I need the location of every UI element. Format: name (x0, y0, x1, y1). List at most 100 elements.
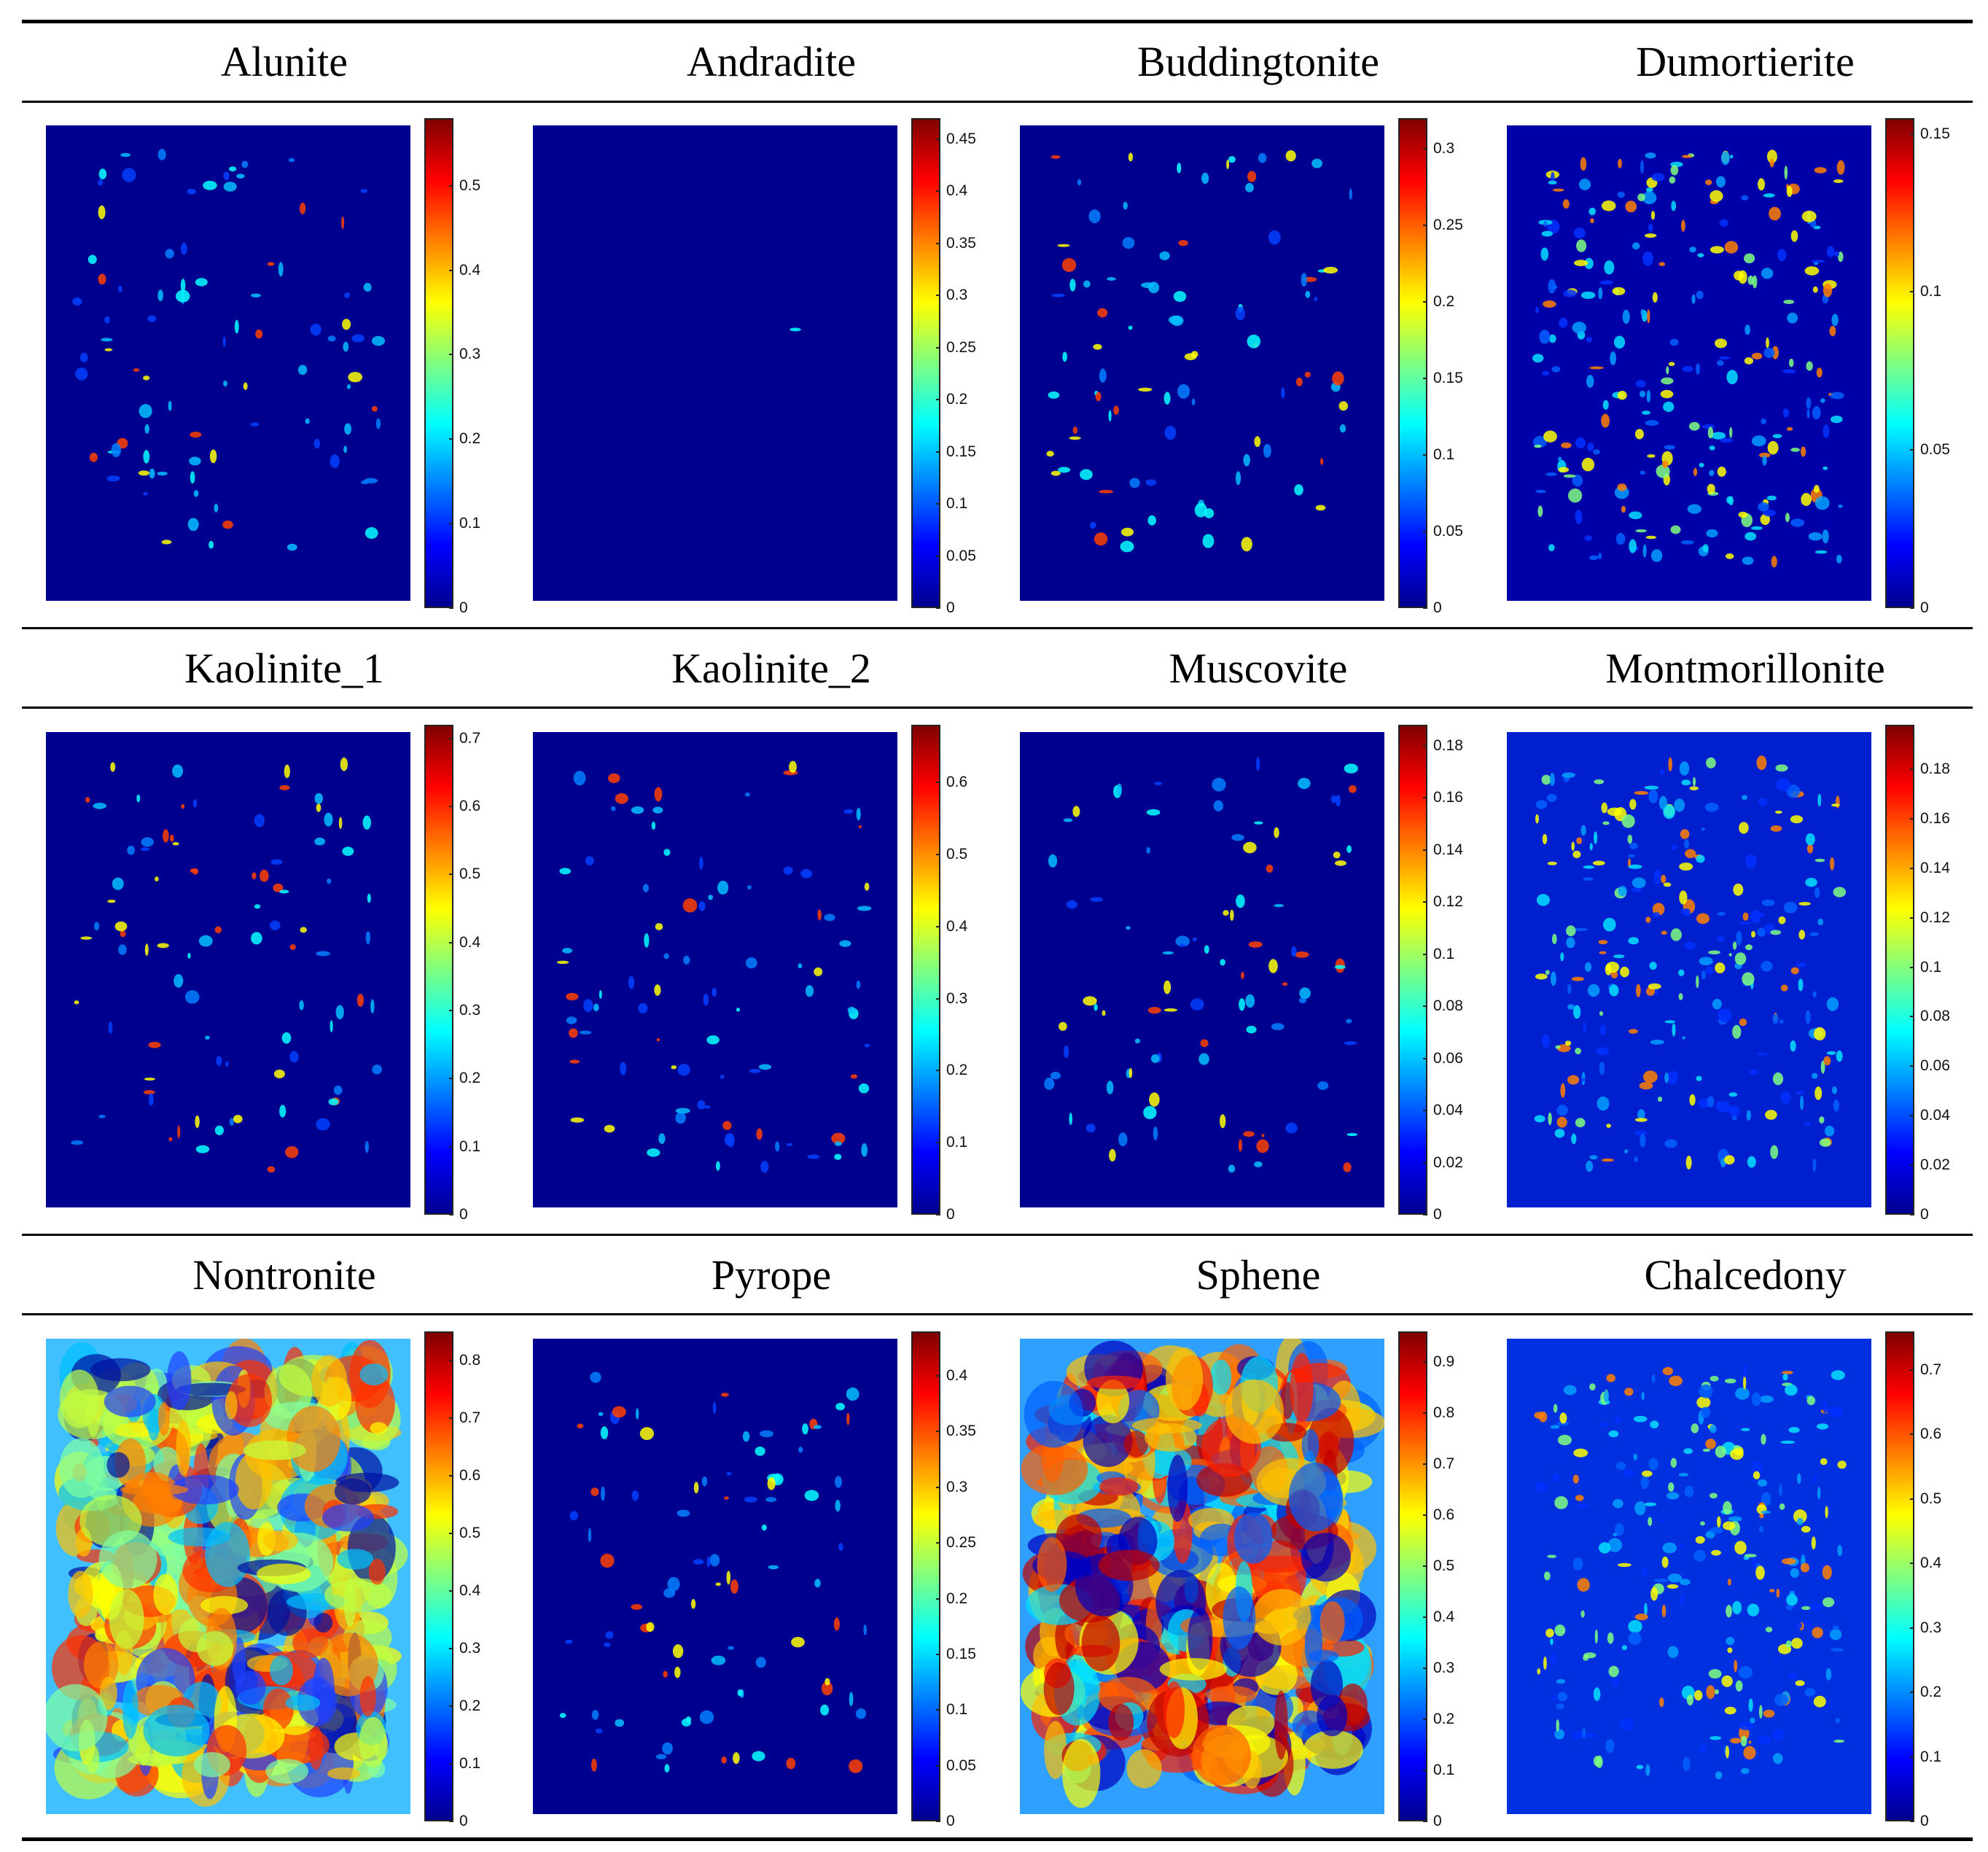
abundance-blob (1637, 193, 1645, 201)
abundance-blob (570, 1117, 585, 1123)
abundance-blob (1550, 1638, 1554, 1646)
abundance-blob (174, 974, 184, 988)
panel-title: Kaolinite_1 (184, 645, 384, 692)
abundance-blob (1575, 1495, 1584, 1501)
abundance-blob (1702, 544, 1709, 553)
abundance-blob (847, 1006, 856, 1014)
abundance-blob (166, 1351, 192, 1410)
colorbar-tick-mark (1423, 953, 1427, 955)
abundance-blob (1080, 469, 1093, 480)
abundance-blob (1710, 1527, 1723, 1534)
abundance-blob (1679, 890, 1688, 905)
abundance-blob (289, 157, 295, 163)
abundance-blob (1823, 466, 1828, 470)
colorbar-tick-mark (1423, 744, 1427, 747)
abundance-blob (335, 1005, 344, 1019)
abundance-blob (1149, 1092, 1160, 1107)
abundance-blob (197, 1631, 233, 1666)
abundance-blob (1147, 1007, 1161, 1014)
abundance-blob (273, 883, 284, 892)
abundance-blob (1333, 851, 1341, 859)
abundance-blob (749, 1068, 761, 1073)
abundance-blob (1128, 152, 1134, 162)
abundance-blob (233, 1115, 243, 1124)
abundance-blob (833, 1617, 840, 1631)
abundance-blob (1083, 280, 1091, 288)
abundance-blob (1557, 1434, 1572, 1446)
abundance-blob (171, 1474, 239, 1505)
colorbar-tick-mark (1423, 148, 1427, 149)
colorbar-tick-mark (1910, 1821, 1914, 1822)
abundance-blob (1575, 437, 1586, 449)
colorbar-tick-mark (1423, 301, 1427, 303)
abundance-blob (1332, 371, 1344, 386)
abundance-blob (698, 901, 706, 911)
abundance-blob (1261, 1134, 1265, 1137)
abundance-blob (1831, 804, 1840, 807)
abundance-blob (1584, 257, 1594, 270)
colorbar-tick-mark (936, 1542, 940, 1544)
colorbar-tick-label: 0.05 (1920, 441, 1950, 459)
abundance-blob (187, 518, 199, 532)
abundance-blob (1650, 549, 1663, 562)
colorbar-tick-label: 0 (459, 599, 468, 616)
abundance-blob (857, 906, 872, 911)
abundance-blob (1223, 910, 1229, 916)
colorbar-tick-mark (1423, 1463, 1427, 1465)
abundance-blob (1024, 1380, 1083, 1448)
abundance-blob (324, 1578, 392, 1612)
abundance-blob (824, 914, 835, 922)
abundance-blob (620, 1062, 627, 1075)
colorbar-tick-label: 0.16 (1433, 789, 1463, 806)
abundance-blob (365, 931, 371, 945)
abundance-blob (590, 1487, 599, 1496)
abundance-blob (1706, 757, 1716, 769)
abundance-blob (712, 987, 717, 997)
abundance-blob (1583, 865, 1594, 869)
abundance-blob (229, 166, 237, 172)
colorbar-tick-label: 0.05 (946, 1756, 976, 1774)
abundance-blob (1640, 1133, 1646, 1148)
colorbar-tick-mark (1910, 1164, 1914, 1167)
abundance-blob (1659, 1697, 1664, 1708)
colorbar-tick-label: 0.25 (946, 338, 976, 356)
abundance-blob (1594, 1630, 1598, 1644)
colorbar-tick-mark (1423, 1668, 1427, 1669)
abundance-blob (1730, 1448, 1744, 1460)
abundance-blob (843, 809, 854, 814)
colorbar-tick-mark (936, 853, 940, 855)
abundance-blob (693, 1482, 699, 1494)
colorbar-tick-label: 0 (1433, 1813, 1442, 1829)
abundance-blob (1583, 1733, 1597, 1738)
abundance-blob (1726, 370, 1738, 384)
abundance-blob (375, 418, 381, 429)
abundance-blob (569, 1028, 578, 1038)
abundance-blob (588, 1528, 592, 1542)
abundance-blob (1642, 251, 1653, 266)
abundance-blob (1744, 253, 1755, 264)
abundance-blob (1672, 1023, 1676, 1037)
abundance-blob (1711, 1549, 1721, 1556)
colorbar (1398, 118, 1427, 608)
abundance-blob (168, 1137, 173, 1142)
abundance-blob (1640, 308, 1645, 316)
abundance-blob (1601, 201, 1616, 211)
abundance-blob (1552, 188, 1564, 192)
abundance-blob (1304, 371, 1311, 378)
abundance-blob (566, 992, 579, 1000)
panel-title: Dumortierite (1636, 38, 1855, 85)
abundance-blob (1606, 1124, 1611, 1128)
colorbar-tick-mark (449, 1705, 453, 1707)
abundance-blob (1346, 1019, 1352, 1024)
abundance-blob (68, 1571, 93, 1618)
abundance-blob (1612, 1676, 1619, 1687)
abundance-blob (1823, 1597, 1835, 1608)
abundance-blob (1785, 1640, 1792, 1648)
abundance-blob (1301, 1428, 1320, 1463)
abundance-blob (569, 1511, 579, 1521)
colorbar-tick-mark (936, 1142, 940, 1144)
colorbar-tick-mark (449, 1647, 453, 1649)
abundance-blob (1770, 930, 1782, 935)
abundance-blob (270, 920, 281, 930)
abundance-blob (1790, 1040, 1796, 1052)
